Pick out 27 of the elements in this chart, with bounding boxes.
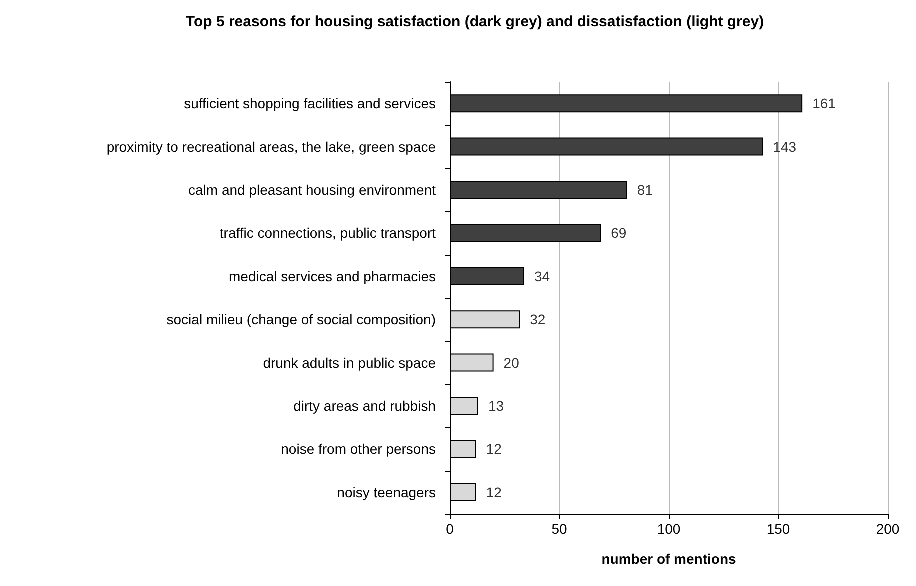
y-tick-label: noise from other persons	[281, 441, 436, 458]
data-label: 12	[486, 484, 502, 500]
x-tick-label: 50	[552, 521, 568, 537]
data-label: 13	[488, 398, 504, 414]
y-tick-label: dirty areas and rubbish	[294, 398, 436, 414]
y-tick-label: social milieu (change of social composition)	[166, 312, 436, 328]
y-tick-label: sufficient shopping facilities and services	[184, 96, 436, 112]
y-tick-label: drunk adults in public space	[263, 354, 436, 371]
data-label: 81	[637, 182, 654, 198]
y-tick-label: proximity to recreational areas, the lake, green space	[106, 138, 436, 155]
data-label: 12	[486, 441, 502, 458]
y-tick-label: traffic connections, public transport	[220, 225, 436, 242]
chart-title: Top 5 reasons for housing satisfaction (dark grey) and dissatisfaction (light grey)	[186, 14, 764, 30]
x-tick-label: 200	[876, 521, 900, 537]
x-tick-label: 0	[446, 521, 454, 537]
x-tick-label: 100	[657, 521, 681, 537]
data-label: 32	[530, 312, 546, 328]
y-tick-label: medical services and pharmacies	[229, 268, 436, 284]
data-label: 69	[611, 225, 627, 242]
y-tick-label: calm and pleasant housing environment	[188, 182, 436, 198]
data-label: 34	[534, 268, 550, 284]
data-label: 143	[773, 138, 797, 155]
x-axis-title: number of mentions	[602, 551, 736, 567]
y-tick-label: noisy teenagers	[337, 484, 436, 500]
x-tick-label: 150	[766, 521, 790, 537]
data-label: 20	[504, 354, 520, 371]
data-label: 161	[812, 96, 836, 112]
